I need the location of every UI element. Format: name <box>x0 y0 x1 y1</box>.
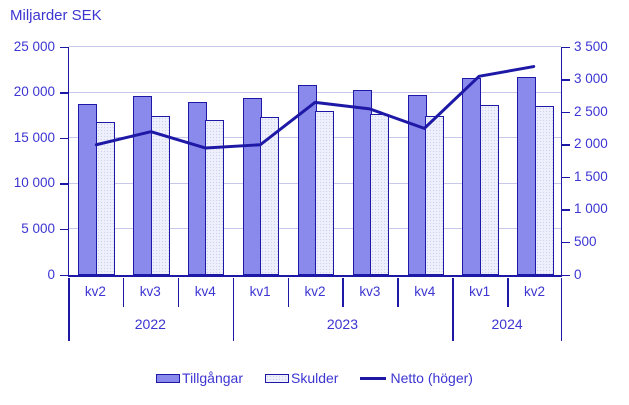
year-divider <box>560 278 562 341</box>
right-axis-tick-label: 500 <box>574 233 597 249</box>
bar-group <box>124 47 179 275</box>
left-axis-tick <box>60 228 68 231</box>
quarter-divider <box>342 278 344 307</box>
quarter-label: kv1 <box>469 284 491 299</box>
left-axis-tick-label: 20 000 <box>13 84 55 100</box>
left-axis-tick-label: 5 000 <box>21 220 55 236</box>
right-axis-tick-label: 2 000 <box>574 136 608 152</box>
bar-group <box>69 47 124 275</box>
skulder-bar <box>95 121 115 275</box>
chart-title: Miljarder SEK <box>10 7 102 24</box>
right-axis-tick-label: 3 500 <box>574 38 608 54</box>
right-axis-tick <box>562 209 570 211</box>
right-axis-tick <box>562 79 570 81</box>
year-label: 2023 <box>326 316 358 332</box>
bar-group <box>234 47 289 275</box>
bar-group <box>289 47 344 275</box>
left-axis-tick-label: 0 <box>47 266 55 282</box>
legend-item-netto: Netto (höger) <box>360 370 473 386</box>
bar-group <box>453 47 508 275</box>
right-axis-tick <box>562 111 570 114</box>
quarter-label: kv3 <box>139 284 161 299</box>
quarter-label: kv1 <box>249 284 271 299</box>
year-label: 2022 <box>134 316 166 332</box>
right-axis-tick-label: 1 500 <box>574 168 608 184</box>
skulder-bar <box>370 113 390 275</box>
left-axis-tick-label: 25 000 <box>13 38 55 54</box>
quarter-divider <box>397 278 399 307</box>
quarter-divider <box>122 278 125 307</box>
left-axis-tick-label: 10 000 <box>13 175 55 191</box>
legend-label-tillgangar: Tillgångar <box>182 370 243 386</box>
tillgangar-swatch-icon <box>156 373 181 383</box>
right-axis-tick <box>562 46 570 48</box>
right-axis-tick <box>562 144 570 146</box>
left-axis-tick-label: 15 000 <box>13 129 55 145</box>
skulder-bar <box>534 106 554 275</box>
right-axis-tick-label: 0 <box>574 266 582 282</box>
netto-line-icon <box>360 376 387 380</box>
bar-group <box>343 47 398 275</box>
left-axis-tick <box>60 92 68 94</box>
skulder-bar <box>425 116 445 275</box>
quarter-label: kv2 <box>304 284 326 299</box>
year-divider <box>68 278 70 341</box>
left-axis-tick <box>60 183 68 185</box>
right-axis-tick <box>562 241 570 244</box>
quarter-divider <box>507 278 509 307</box>
quarter-label: kv4 <box>194 284 216 299</box>
right-axis-tick <box>562 176 570 179</box>
quarter-divider <box>177 278 180 307</box>
x-axis: kv2 kv3 kv4 kv1 kv2 kv3 kv4 kv1 kv2 2022 2023 2024 <box>68 278 562 343</box>
right-axis-tick-label: 1 000 <box>574 201 608 217</box>
quarter-label: kv2 <box>84 284 106 299</box>
legend-label-skulder: Skulder <box>291 370 339 386</box>
right-axis-tick <box>562 274 570 276</box>
left-axis-tick <box>60 137 68 140</box>
skulder-bar <box>479 105 499 275</box>
skulder-swatch-icon <box>265 373 289 383</box>
skulder-bar <box>205 119 225 275</box>
quarter-label: kv4 <box>414 284 436 299</box>
bar-group <box>508 47 563 275</box>
bar-group <box>398 47 453 275</box>
year-divider <box>232 278 235 341</box>
quarter-label: kv3 <box>359 284 381 299</box>
year-label: 2024 <box>491 316 523 332</box>
legend-item-tillgangar: Tillgångar <box>156 370 243 386</box>
quarter-divider <box>287 278 290 307</box>
right-axis-tick-label: 2 500 <box>574 103 608 119</box>
skulder-bar <box>150 116 170 275</box>
left-axis-tick <box>60 274 68 276</box>
gridline <box>69 46 561 47</box>
year-divider <box>452 278 454 341</box>
skulder-bar <box>260 117 280 275</box>
quarter-label: kv2 <box>524 284 546 299</box>
legend: Tillgångar Skulder Netto (höger) <box>0 366 629 390</box>
skulder-bar <box>315 110 335 275</box>
right-axis-tick-label: 3 000 <box>574 71 608 87</box>
plot-area: 0 5 000 10 000 15 000 20 000 25 000 0 500 1 000 1… <box>14 39 608 280</box>
legend-label-netto: Netto (höger) <box>390 370 473 386</box>
left-axis-tick <box>60 46 68 48</box>
netto-line <box>94 65 536 150</box>
legend-item-skulder: Skulder <box>265 370 338 386</box>
